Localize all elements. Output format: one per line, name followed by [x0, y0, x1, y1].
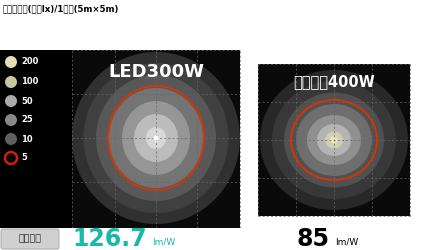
Circle shape [5, 114, 17, 126]
Ellipse shape [146, 127, 166, 149]
Ellipse shape [332, 138, 336, 141]
Ellipse shape [272, 81, 396, 199]
Text: 50: 50 [21, 96, 32, 106]
Ellipse shape [330, 136, 338, 143]
Bar [0, 50, 72, 228]
Ellipse shape [284, 92, 384, 188]
Circle shape [5, 56, 17, 68]
Ellipse shape [154, 136, 158, 140]
Text: 25: 25 [21, 116, 33, 124]
Text: 85: 85 [297, 227, 330, 250]
Ellipse shape [122, 101, 190, 175]
Bar [0, 228, 445, 250]
Ellipse shape [260, 70, 408, 210]
Text: メタハラ400W: メタハラ400W [293, 74, 375, 90]
Ellipse shape [325, 132, 343, 148]
Text: 200: 200 [21, 58, 38, 66]
Circle shape [5, 76, 17, 88]
Circle shape [5, 95, 17, 107]
Circle shape [154, 136, 158, 140]
Ellipse shape [84, 63, 228, 213]
Ellipse shape [109, 88, 203, 188]
Text: LED300W: LED300W [108, 63, 204, 81]
Ellipse shape [134, 114, 178, 162]
Ellipse shape [296, 104, 372, 176]
Text: 126.7: 126.7 [73, 227, 147, 250]
Ellipse shape [72, 52, 240, 224]
FancyBboxPatch shape [1, 229, 59, 249]
Ellipse shape [96, 75, 216, 201]
Text: 10: 10 [21, 134, 32, 143]
Text: lm/W: lm/W [335, 238, 358, 246]
Text: lm/W: lm/W [152, 238, 175, 246]
Circle shape [5, 152, 17, 164]
Text: 5: 5 [21, 154, 27, 162]
Bar [72, 50, 240, 228]
Ellipse shape [317, 124, 351, 156]
Bar [258, 64, 410, 216]
Text: 発光効率: 発光効率 [19, 234, 41, 244]
Text: 100: 100 [21, 78, 38, 86]
Text: 照度分布図(単位lx)/1マス(5m×5m): 照度分布図(単位lx)/1マス(5m×5m) [3, 4, 119, 13]
Ellipse shape [307, 115, 361, 165]
Circle shape [5, 133, 17, 145]
